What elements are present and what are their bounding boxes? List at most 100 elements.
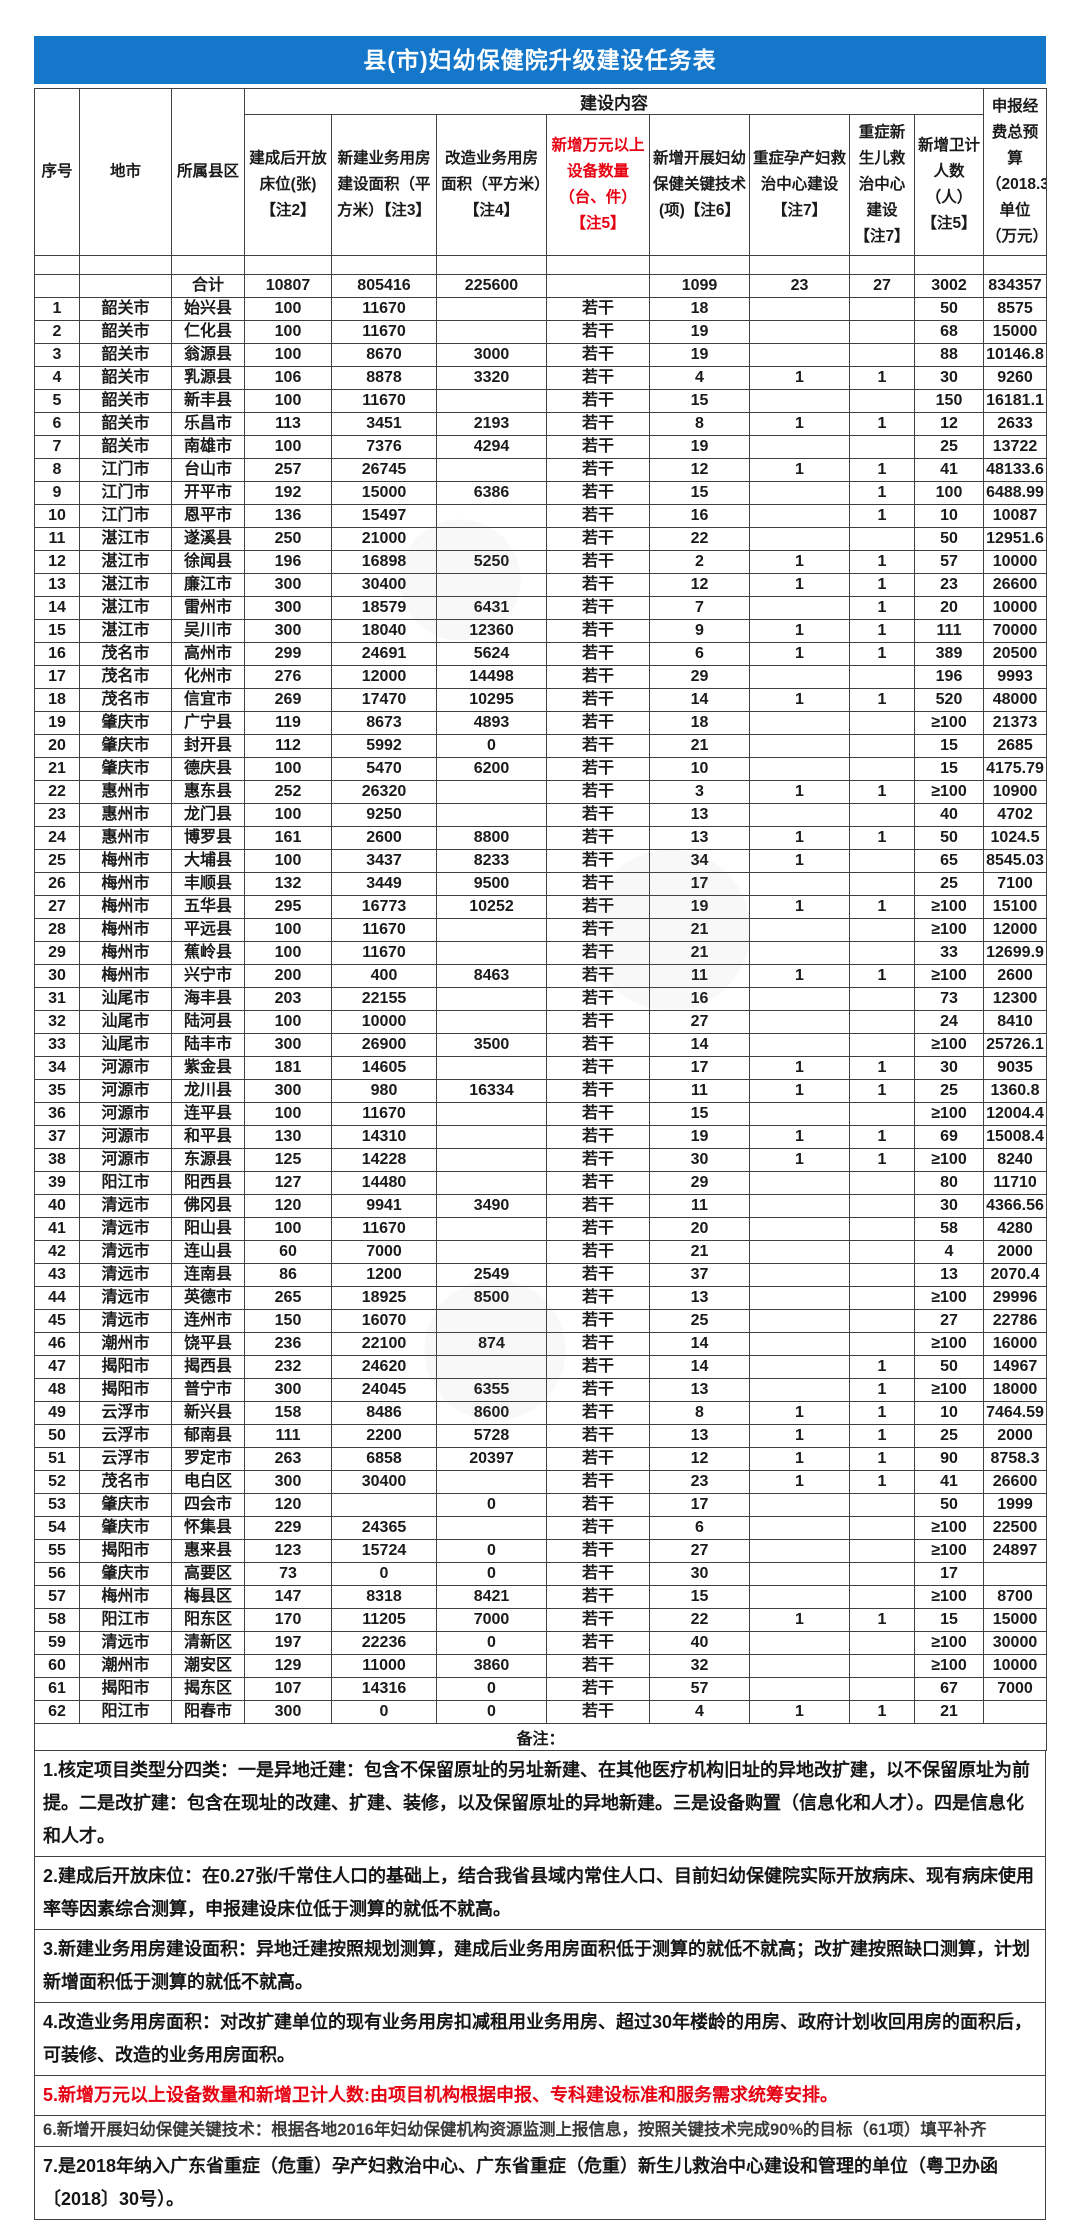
- cell: 23: [749, 274, 850, 298]
- cell: 6: [649, 1516, 750, 1540]
- cell: 1: [849, 1355, 915, 1379]
- cell: 英德市: [171, 1286, 245, 1310]
- cell: 203: [244, 987, 332, 1011]
- cell: 229: [244, 1516, 332, 1540]
- cell: 58: [914, 1217, 984, 1241]
- table-row: 5 韶关市 新丰县 100 11670 若干 15 150 16181.1: [34, 389, 1047, 413]
- table-row: 3 韶关市 翁源县 100 8670 3000 若干 19 88 10146.8: [34, 343, 1047, 367]
- cell: 2633: [983, 412, 1047, 436]
- cell: 江门市: [79, 504, 172, 528]
- table-row: 55 揭阳市 惠来县 123 15724 0 若干 27 ≥100 24897: [34, 1539, 1047, 1563]
- cell: [849, 1010, 915, 1034]
- cell: 阳山县: [171, 1217, 245, 1241]
- cell: [749, 1562, 850, 1586]
- cell: 若干: [546, 1171, 650, 1195]
- cell: 汕尾市: [79, 1033, 172, 1057]
- cell: [331, 255, 437, 275]
- cell: 仁化县: [171, 320, 245, 344]
- table-row: 14 湛江市 雷州市 300 18579 6431 若干 7 1 20 10000: [34, 596, 1047, 620]
- cell: [436, 1217, 547, 1241]
- cell: 若干: [546, 688, 650, 712]
- cell: 1: [849, 1700, 915, 1724]
- cell: 1: [34, 297, 80, 321]
- cell: 10000: [331, 1010, 437, 1034]
- cell: 22100: [331, 1332, 437, 1356]
- cell: 26745: [331, 458, 437, 482]
- cell: 博罗县: [171, 826, 245, 850]
- cell: 9250: [331, 803, 437, 827]
- cell: 3320: [436, 366, 547, 390]
- cell: [749, 1286, 850, 1310]
- cell: 27: [914, 1309, 984, 1333]
- cell: 20397: [436, 1447, 547, 1471]
- cell: [749, 297, 850, 321]
- header-row-group: 序号 地市 所属县区 建设内容 申报经费总预算（2018.3）单位（万元）: [34, 88, 1047, 256]
- cell: [436, 1470, 547, 1494]
- cell: 10000: [983, 596, 1047, 620]
- cell: 始兴县: [171, 297, 245, 321]
- col-重症新生儿救治中心: 重症新生儿救治中心建设【注7】: [849, 114, 915, 256]
- cell: 湛江市: [79, 573, 172, 597]
- cell: 22: [34, 780, 80, 804]
- cell: 8: [649, 1401, 750, 1425]
- cell: 11: [649, 1079, 750, 1103]
- cell: 若干: [546, 366, 650, 390]
- cell: 17: [649, 1493, 750, 1517]
- cell: 若干: [546, 1700, 650, 1724]
- cell: 127: [244, 1171, 332, 1195]
- cell: ≥100: [914, 895, 984, 919]
- cell: 16000: [983, 1332, 1047, 1356]
- cell: 1: [749, 688, 850, 712]
- cell: 9500: [436, 872, 547, 896]
- table-row: 22 惠州市 惠东县 252 26320 若干 3 1 1 ≥100 10900: [34, 780, 1047, 804]
- cell: 若干: [546, 320, 650, 344]
- table-row: 53 肇庆市 四会市 120 0 若干 17 50 1999: [34, 1493, 1047, 1517]
- cell: [849, 297, 915, 321]
- cell: 0: [436, 1539, 547, 1563]
- cell: 196: [244, 550, 332, 574]
- cell: 13: [34, 573, 80, 597]
- cell: 15: [914, 1608, 984, 1632]
- cell: 11205: [331, 1608, 437, 1632]
- cell: 29: [649, 665, 750, 689]
- cell: 43: [34, 1263, 80, 1287]
- cell: 3000: [436, 343, 547, 367]
- cell: 8421: [436, 1585, 547, 1609]
- cell: 1: [849, 895, 915, 919]
- cell: 12004.4: [983, 1102, 1047, 1126]
- cell: [749, 1263, 850, 1287]
- cell: 1: [749, 1424, 850, 1448]
- cell: 吴川市: [171, 619, 245, 643]
- cell: 韶关市: [79, 343, 172, 367]
- cell: 揭阳市: [79, 1539, 172, 1563]
- cell: [749, 1631, 850, 1655]
- cell: [849, 1171, 915, 1195]
- cell: 廉江市: [171, 573, 245, 597]
- cell: 123: [244, 1539, 332, 1563]
- cell: 38: [34, 1148, 80, 1172]
- table-row: 12 湛江市 徐闻县 196 16898 5250 若干 2 1 1 57 10000: [34, 550, 1047, 574]
- cell: 80: [914, 1171, 984, 1195]
- cell: 129: [244, 1654, 332, 1678]
- cell: 若干: [546, 481, 650, 505]
- cell: [849, 1562, 915, 1586]
- cell: 50: [914, 1493, 984, 1517]
- cell: 揭阳市: [79, 1355, 172, 1379]
- cell: [171, 255, 245, 275]
- cell: 1: [849, 1470, 915, 1494]
- cell: 200: [244, 964, 332, 988]
- table-row: 31 汕尾市 海丰县 203 22155 若干 16 73 12300: [34, 987, 1047, 1011]
- cell: 7: [649, 596, 750, 620]
- cell: 14480: [331, 1171, 437, 1195]
- cell: ≥100: [914, 1654, 984, 1678]
- cell: 电白区: [171, 1470, 245, 1494]
- cell: 14316: [331, 1677, 437, 1701]
- cell: 6431: [436, 596, 547, 620]
- cell: 19: [649, 1125, 750, 1149]
- table-row: 58 阳江市 阳东区 170 11205 7000 若干 22 1 1 15 15000: [34, 1608, 1047, 1632]
- cell: 300: [244, 1700, 332, 1724]
- cell: 合计: [171, 274, 245, 298]
- cell: [436, 803, 547, 827]
- cell: 2200: [331, 1424, 437, 1448]
- cell: 潮州市: [79, 1654, 172, 1678]
